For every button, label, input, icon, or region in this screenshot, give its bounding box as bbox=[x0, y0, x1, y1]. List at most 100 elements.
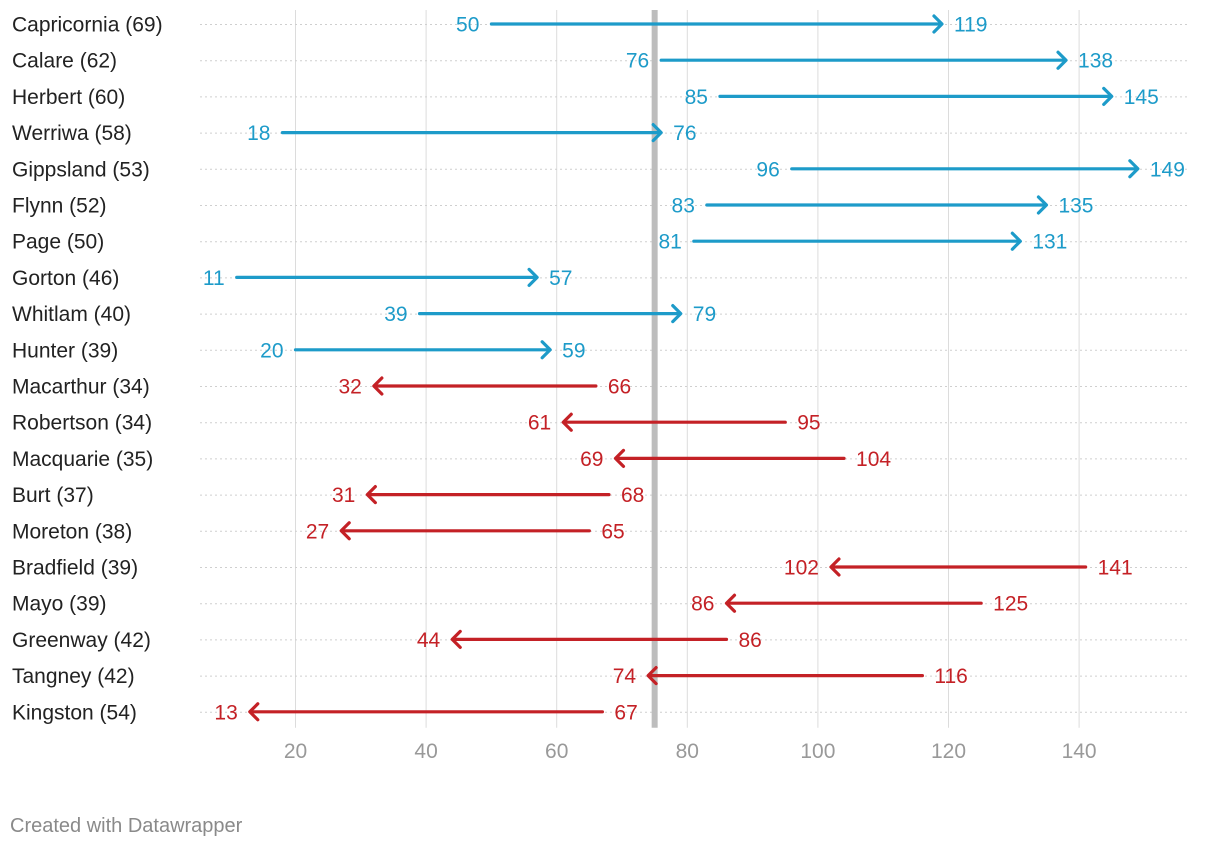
vertical-gridlines bbox=[295, 10, 1080, 728]
row-label: Whitlam (40) bbox=[12, 303, 131, 326]
arrowhead bbox=[372, 376, 384, 396]
value-label-end: 44 bbox=[417, 629, 441, 652]
row-labels: Capricornia (69) Calare (62) Herbert (60) W… bbox=[12, 14, 163, 725]
value-label-start: 125 bbox=[993, 593, 1028, 616]
value-label-start: 39 bbox=[384, 303, 407, 326]
value-label-start: 66 bbox=[608, 376, 631, 399]
row-label: Capricornia (69) bbox=[12, 14, 163, 37]
arrow-row: 39 79 bbox=[384, 303, 716, 326]
x-tick-label: 80 bbox=[676, 740, 699, 763]
row-label: Calare (62) bbox=[12, 50, 117, 73]
value-label-end: 32 bbox=[339, 376, 362, 399]
value-label-end: 61 bbox=[528, 412, 551, 435]
arrow-row: 67 13 bbox=[214, 701, 637, 724]
row-label: Kingston (54) bbox=[12, 701, 137, 724]
row-label: Flynn (52) bbox=[12, 195, 107, 218]
value-label-start: 67 bbox=[614, 701, 637, 724]
arrow-row: 96 149 bbox=[756, 158, 1184, 181]
value-label-start: 65 bbox=[601, 520, 624, 543]
arrowhead bbox=[339, 521, 351, 541]
value-label-start: 141 bbox=[1098, 557, 1133, 580]
value-label-end: 69 bbox=[580, 448, 603, 471]
arrowhead bbox=[540, 340, 552, 360]
footer-credit: Created with Datawrapper bbox=[10, 815, 243, 837]
value-label-start: 11 bbox=[203, 267, 225, 290]
row-label: Moreton (38) bbox=[12, 520, 132, 543]
arrow-row: 68 31 bbox=[332, 484, 644, 507]
arrowhead bbox=[248, 702, 260, 722]
row-label: Werriwa (58) bbox=[12, 122, 132, 145]
arrow-row: 76 138 bbox=[626, 50, 1113, 73]
row-label: Tangney (42) bbox=[12, 665, 135, 688]
arrowhead bbox=[724, 593, 737, 613]
value-label-end: 149 bbox=[1150, 158, 1185, 181]
value-label-end: 138 bbox=[1078, 50, 1113, 73]
arrowhead bbox=[1010, 231, 1022, 251]
value-label-start: 85 bbox=[685, 86, 708, 109]
arrowhead bbox=[365, 485, 377, 505]
value-label-end: 145 bbox=[1124, 86, 1159, 109]
row-label: Hunter (39) bbox=[12, 339, 118, 362]
arrow-row: 20 59 bbox=[260, 339, 585, 362]
arrow-row: 125 86 bbox=[691, 593, 1028, 616]
arrowhead bbox=[646, 665, 658, 686]
arrowhead bbox=[1102, 86, 1114, 107]
arrow-row: 18 76 bbox=[247, 122, 696, 145]
arrow-row: 81 131 bbox=[658, 231, 1067, 254]
arrowhead bbox=[651, 122, 663, 143]
arrow-row: 85 145 bbox=[685, 86, 1159, 109]
arrow-row: 86 44 bbox=[417, 629, 762, 652]
value-label-start: 96 bbox=[756, 158, 779, 181]
arrow-row: 141 102 bbox=[784, 557, 1133, 580]
arrowhead bbox=[450, 629, 462, 650]
value-label-end: 119 bbox=[954, 14, 987, 37]
value-label-start: 81 bbox=[658, 231, 681, 254]
value-label-end: 57 bbox=[549, 267, 572, 290]
row-label: Macquarie (35) bbox=[12, 448, 153, 471]
row-label: Gorton (46) bbox=[12, 267, 119, 290]
value-label-start: 95 bbox=[797, 412, 820, 435]
arrowhead bbox=[613, 448, 626, 468]
row-label: Bradfield (39) bbox=[12, 557, 138, 580]
value-label-start: 76 bbox=[626, 50, 649, 73]
value-label-end: 131 bbox=[1032, 231, 1067, 254]
row-label: Mayo (39) bbox=[12, 593, 107, 616]
arrowhead bbox=[1036, 195, 1049, 215]
x-tick-label: 20 bbox=[284, 740, 307, 763]
value-label-start: 86 bbox=[738, 629, 761, 652]
row-label: Robertson (34) bbox=[12, 412, 152, 435]
value-label-end: 76 bbox=[673, 122, 696, 145]
value-label-start: 18 bbox=[247, 122, 270, 145]
arrowhead bbox=[829, 557, 841, 577]
arrow-row: 65 27 bbox=[306, 520, 625, 543]
arrow-row: 95 61 bbox=[528, 412, 821, 435]
value-label-end: 135 bbox=[1058, 195, 1093, 218]
value-label-start: 83 bbox=[672, 195, 695, 218]
row-label: Greenway (42) bbox=[12, 629, 151, 652]
x-tick-label: 140 bbox=[1062, 740, 1097, 763]
arrow-row: 104 69 bbox=[580, 448, 891, 471]
row-label: Gippsland (53) bbox=[12, 158, 150, 181]
value-label-end: 31 bbox=[332, 484, 355, 507]
arrow-row: 83 135 bbox=[672, 195, 1094, 218]
value-label-end: 59 bbox=[562, 339, 585, 362]
x-tick-label: 120 bbox=[931, 740, 966, 763]
arrowhead bbox=[671, 304, 683, 324]
arrowhead bbox=[932, 14, 944, 34]
x-tick-label: 60 bbox=[545, 740, 568, 763]
value-label-end: 74 bbox=[613, 665, 637, 688]
arrow-row: 116 74 bbox=[613, 665, 968, 688]
row-label: Page (50) bbox=[12, 231, 104, 254]
x-tick-label: 40 bbox=[414, 740, 437, 763]
row-label: Herbert (60) bbox=[12, 86, 125, 109]
value-label-start: 104 bbox=[856, 448, 891, 471]
arrowhead bbox=[527, 267, 539, 287]
value-label-start: 116 bbox=[934, 665, 967, 688]
value-label-end: 27 bbox=[306, 520, 329, 543]
value-label-end: 13 bbox=[214, 701, 237, 724]
value-label-start: 68 bbox=[621, 484, 644, 507]
arrowhead bbox=[561, 412, 573, 432]
value-label-start: 50 bbox=[456, 14, 479, 37]
